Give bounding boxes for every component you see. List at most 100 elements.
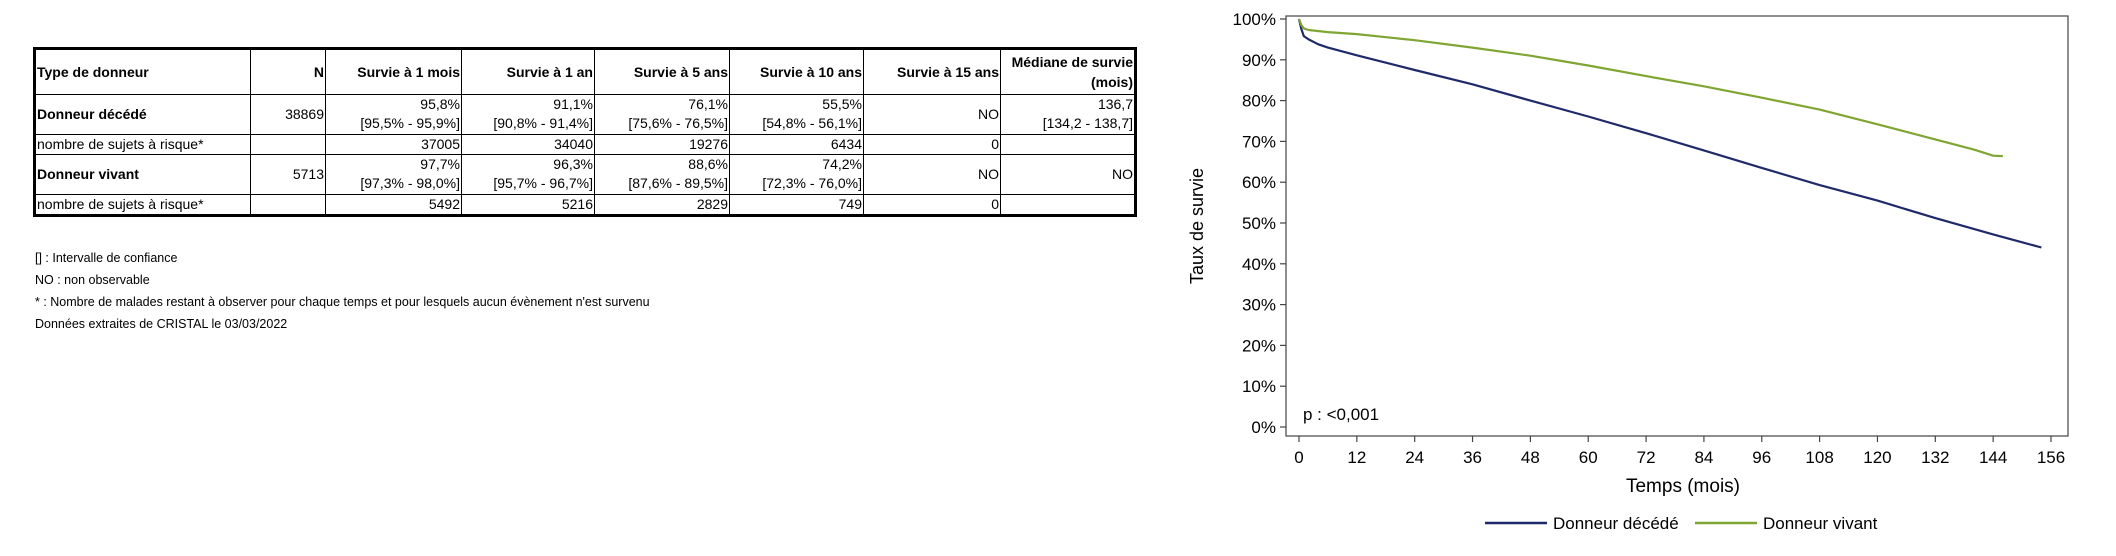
risk-row: nombre de sujets à risque* 5492 5216 282… (34, 194, 1136, 216)
x-tick-label: 120 (1863, 448, 1891, 467)
table-notes: [] : Intervalle de confiance NO : non ob… (35, 247, 650, 335)
cell-15-ans: NO (863, 94, 1001, 135)
header-n: N (250, 48, 326, 95)
table-row: Donneur décédé 38869 95,8% [95,5% - 95,9%… (34, 94, 1136, 135)
risk-value: 37005 (325, 134, 462, 155)
risk-value: 2829 (594, 194, 730, 216)
legend: Donneur décédé Donneur vivant (1485, 514, 1878, 533)
risk-value (1000, 134, 1136, 155)
y-tick-label: 0% (1251, 418, 1276, 437)
risk-value: 19276 (594, 134, 730, 155)
risk-value (1000, 194, 1136, 216)
survival-chart: 0% 10% 20% 30% 40% 50% 60% 70% 80% 90% 100% 0 12 24 3… (1187, 10, 2069, 533)
plot-frame (1285, 15, 2069, 437)
x-tick-label: 156 (2037, 448, 2065, 467)
header-1-an: Survie à 1 an (461, 48, 595, 95)
header-15-ans: Survie à 15 ans (863, 48, 1001, 95)
y-tick-label: 40% (1242, 255, 1276, 274)
header-mediane: Médiane de survie (mois) (1000, 48, 1136, 95)
cell-ci: [54,8% - 56,1%] (762, 115, 862, 131)
y-tick-label: 20% (1242, 336, 1276, 355)
cell-value: 74,2% (822, 156, 862, 172)
x-tick-label: 84 (1694, 448, 1713, 467)
cell-10-ans: 55,5% [54,8% - 56,1%] (729, 94, 864, 135)
y-axis-label: Taux de survie (1187, 168, 1207, 284)
row-label: Donneur décédé (34, 94, 251, 135)
risk-label: nombre de sujets à risque* (34, 134, 251, 155)
y-tick-label: 70% (1242, 132, 1276, 151)
row-n: 5713 (250, 154, 326, 195)
risk-n-empty (250, 134, 326, 155)
risk-value: 0 (863, 194, 1001, 216)
y-tick-label: 30% (1242, 296, 1276, 315)
header-10-ans: Survie à 10 ans (729, 48, 864, 95)
cell-value: 96,3% (553, 156, 593, 172)
cell-value: 55,5% (822, 96, 862, 112)
risk-label: nombre de sujets à risque* (34, 194, 251, 216)
risk-value: 0 (863, 134, 1001, 155)
cell-ci: [95,5% - 95,9%] (360, 115, 460, 131)
note-line: NO : non observable (35, 273, 150, 287)
row-n: 38869 (250, 94, 326, 135)
cell-mediane: NO (1000, 154, 1136, 195)
cell-value: 97,7% (420, 156, 460, 172)
x-tick-label: 36 (1463, 448, 1482, 467)
cell-10-ans: 74,2% [72,3% - 76,0%] (729, 154, 864, 195)
row-label: Donneur vivant (34, 154, 251, 195)
header-1-mois: Survie à 1 mois (325, 48, 462, 95)
y-tick-label: 100% (1233, 10, 1276, 29)
legend-label-vivant: Donneur vivant (1763, 514, 1878, 533)
risk-value: 5216 (461, 194, 595, 216)
risk-value: 749 (729, 194, 864, 216)
x-tick-label: 60 (1579, 448, 1598, 467)
x-tick-label: 144 (1979, 448, 2007, 467)
cell-mediane: 136,7 [134,2 - 138,7] (1000, 94, 1136, 135)
x-tick-label: 72 (1637, 448, 1656, 467)
cell-ci: [90,8% - 91,4%] (493, 115, 593, 131)
risk-value: 6434 (729, 134, 864, 155)
cell-value: 88,6% (688, 156, 728, 172)
y-tick-label: 80% (1242, 92, 1276, 111)
x-tick-label: 96 (1752, 448, 1771, 467)
header-5-ans: Survie à 5 ans (594, 48, 730, 95)
series-lines (1297, 18, 2042, 249)
y-tick-label: 10% (1242, 377, 1276, 396)
risk-value: 5492 (325, 194, 462, 216)
legend-label-decede: Donneur décédé (1553, 514, 1679, 533)
cell-ci: [97,3% - 98,0%] (360, 175, 460, 191)
cell-1-mois: 95,8% [95,5% - 95,9%] (325, 94, 462, 135)
risk-n-empty (250, 194, 326, 216)
x-tick-label: 132 (1921, 448, 1949, 467)
cell-1-an: 96,3% [95,7% - 96,7%] (461, 154, 595, 195)
y-tick-label: 90% (1242, 51, 1276, 70)
table-header-row: Type de donneur N Survie à 1 mois Survie… (34, 48, 1136, 95)
table-row: Donneur vivant 5713 97,7% [97,3% - 98,0%]… (34, 154, 1136, 195)
x-axis: 0 12 24 36 48 60 72 84 96 108 120 132 144 156 (1294, 436, 2065, 467)
cell-5-ans: 88,6% [87,6% - 89,5%] (594, 154, 730, 195)
x-tick-label: 0 (1294, 448, 1303, 467)
x-tick-label: 12 (1347, 448, 1366, 467)
x-axis-label: Temps (mois) (1626, 476, 1740, 497)
cell-ci: [87,6% - 89,5%] (628, 175, 728, 191)
cell-value: 95,8% (420, 96, 460, 112)
risk-value: 34040 (461, 134, 595, 155)
p-value-annotation: p : <0,001 (1303, 405, 1379, 424)
x-tick-label: 24 (1405, 448, 1424, 467)
series-line-donneur-decede (1297, 18, 2042, 249)
series-line-donneur-vivant (1297, 18, 2003, 158)
cell-1-an: 91,1% [90,8% - 91,4%] (461, 94, 595, 135)
cell-value: 76,1% (688, 96, 728, 112)
cell-value: 91,1% (553, 96, 593, 112)
note-line: * : Nombre de malades restant à observer… (35, 295, 650, 309)
risk-row: nombre de sujets à risque* 37005 34040 1… (34, 134, 1136, 155)
cell-5-ans: 76,1% [75,6% - 76,5%] (594, 94, 730, 135)
survival-table: Type de donneur N Survie à 1 mois Survie… (33, 47, 1137, 217)
cell-ci: [134,2 - 138,7] (1042, 115, 1133, 131)
cell-ci: [75,6% - 76,5%] (628, 115, 728, 131)
cell-ci: [95,7% - 96,7%] (493, 175, 593, 191)
cell-15-ans: NO (863, 154, 1001, 195)
cell-value: 136,7 (1097, 96, 1133, 112)
x-tick-label: 48 (1521, 448, 1540, 467)
cell-ci: [72,3% - 76,0%] (762, 175, 862, 191)
y-tick-label: 60% (1242, 173, 1276, 192)
